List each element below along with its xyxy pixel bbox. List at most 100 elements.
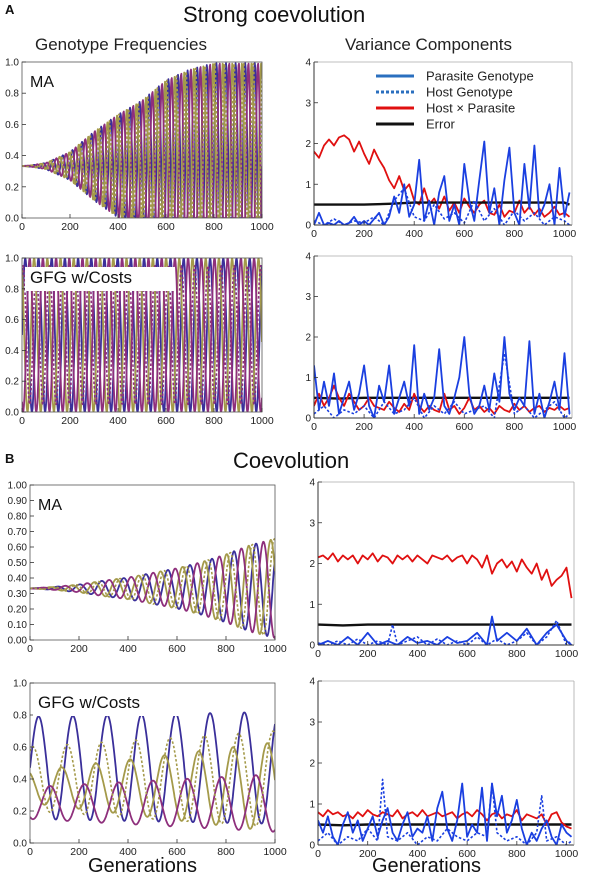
series-3 bbox=[318, 778, 573, 845]
x-tick-label: 600 bbox=[458, 648, 476, 660]
y-tick-label: 1.00 bbox=[8, 481, 28, 492]
series-3 bbox=[30, 730, 275, 827]
legend-label: Host × Parasite bbox=[426, 101, 515, 116]
x-tick-label: 0 bbox=[27, 846, 33, 858]
y-tick-label: 0.2 bbox=[13, 807, 27, 818]
x-axis-label-right: Generations bbox=[372, 855, 481, 877]
x-tick-label: 200 bbox=[61, 221, 79, 233]
x-tick-label: 1000 bbox=[250, 221, 274, 233]
y-tick-label: 1.0 bbox=[5, 254, 19, 265]
y-tick-label: 0.4 bbox=[5, 151, 19, 162]
y-tick-label: 4 bbox=[305, 252, 311, 263]
series-0 bbox=[30, 542, 275, 637]
x-tick-label: 0 bbox=[315, 848, 321, 860]
series-3 bbox=[314, 352, 571, 418]
panel-label: GFG w/Costs bbox=[30, 268, 132, 287]
x-tick-label: 400 bbox=[119, 643, 137, 655]
y-tick-label: 0.30 bbox=[8, 589, 28, 600]
y-tick-label: 0.40 bbox=[8, 574, 28, 585]
x-tick-label: 800 bbox=[205, 221, 223, 233]
panel-label: GFG w/Costs bbox=[38, 693, 140, 712]
x-tick-label: 800 bbox=[217, 846, 235, 858]
x-tick-label: 1000 bbox=[553, 421, 577, 433]
genotype-frequencies-title: Genotype Frequencies bbox=[35, 35, 207, 54]
panel-label-bg bbox=[25, 267, 175, 291]
series-2 bbox=[314, 140, 571, 225]
series-1 bbox=[314, 201, 570, 206]
x-tick-label: 800 bbox=[506, 421, 524, 433]
x-tick-label: 200 bbox=[61, 415, 79, 427]
y-tick-label: 0.6 bbox=[5, 120, 19, 131]
y-tick-label: 3 bbox=[309, 518, 315, 529]
x-tick-label: 800 bbox=[205, 415, 223, 427]
legend-label: Parasite Genotype bbox=[426, 69, 534, 84]
x-tick-label: 1000 bbox=[263, 846, 287, 858]
y-tick-label: 0.20 bbox=[8, 605, 28, 616]
y-tick-label: 0.8 bbox=[5, 89, 19, 100]
series-0 bbox=[318, 552, 573, 599]
plot-area bbox=[318, 778, 573, 845]
y-tick-label: 3 bbox=[305, 98, 311, 109]
plot-frame bbox=[29, 682, 276, 844]
x-tick-label: 200 bbox=[70, 846, 88, 858]
y-tick-label: 0 bbox=[305, 221, 311, 232]
panel-label: MA bbox=[38, 497, 62, 514]
series-1 bbox=[22, 62, 262, 218]
y-tick-label: 4 bbox=[309, 677, 315, 688]
x-tick-label: 600 bbox=[458, 848, 476, 860]
x-tick-label: 600 bbox=[456, 421, 474, 433]
x-tick-label: 0 bbox=[315, 648, 321, 660]
x-tick-label: 400 bbox=[409, 648, 427, 660]
plot-area bbox=[30, 538, 275, 639]
y-tick-label: 0.2 bbox=[5, 182, 19, 193]
y-tick-label: 0.90 bbox=[8, 496, 28, 507]
y-tick-label: 0.70 bbox=[8, 527, 28, 538]
y-tick-label: 4 bbox=[305, 58, 311, 69]
x-tick-label: 0 bbox=[311, 421, 317, 433]
series-0 bbox=[314, 396, 570, 400]
x-tick-label: 200 bbox=[70, 643, 88, 655]
variance-components-title: Variance Components bbox=[345, 35, 512, 54]
x-tick-label: 1000 bbox=[555, 848, 579, 860]
section-b-letter: B bbox=[5, 451, 15, 466]
series-2 bbox=[30, 774, 275, 833]
x-tick-label: 600 bbox=[168, 643, 186, 655]
plot-area bbox=[314, 134, 571, 225]
y-tick-label: 0.0 bbox=[13, 839, 27, 850]
x-tick-label: 200 bbox=[359, 648, 377, 660]
y-tick-label: 0.60 bbox=[8, 543, 28, 554]
x-tick-label: 400 bbox=[109, 221, 127, 233]
y-tick-label: 1.0 bbox=[13, 679, 27, 690]
x-tick-label: 400 bbox=[405, 421, 423, 433]
x-tick-label: 400 bbox=[119, 846, 137, 858]
y-tick-label: 0.6 bbox=[13, 743, 27, 754]
x-tick-label: 400 bbox=[409, 848, 427, 860]
y-tick-label: 2 bbox=[309, 559, 315, 570]
plot-frame bbox=[21, 61, 263, 219]
x-tick-label: 400 bbox=[405, 228, 423, 240]
x-axis-label-left: Generations bbox=[88, 855, 197, 877]
x-tick-label: 800 bbox=[217, 643, 235, 655]
x-tick-label: 800 bbox=[508, 848, 526, 860]
x-tick-label: 0 bbox=[311, 228, 317, 240]
x-tick-label: 200 bbox=[359, 848, 377, 860]
y-tick-label: 0.0 bbox=[5, 214, 19, 225]
series-3 bbox=[314, 187, 571, 225]
x-tick-label: 200 bbox=[355, 421, 373, 433]
y-tick-label: 2 bbox=[309, 759, 315, 770]
y-tick-label: 0.80 bbox=[8, 512, 28, 523]
y-tick-label: 0.8 bbox=[5, 284, 19, 295]
section-b-title: Coevolution bbox=[233, 448, 350, 473]
series-2 bbox=[318, 782, 573, 845]
plot-area bbox=[314, 336, 571, 418]
y-tick-label: 3 bbox=[309, 718, 315, 729]
y-tick-label: 1 bbox=[305, 373, 311, 384]
y-tick-label: 0 bbox=[309, 641, 315, 652]
y-tick-label: 0.50 bbox=[8, 558, 28, 569]
